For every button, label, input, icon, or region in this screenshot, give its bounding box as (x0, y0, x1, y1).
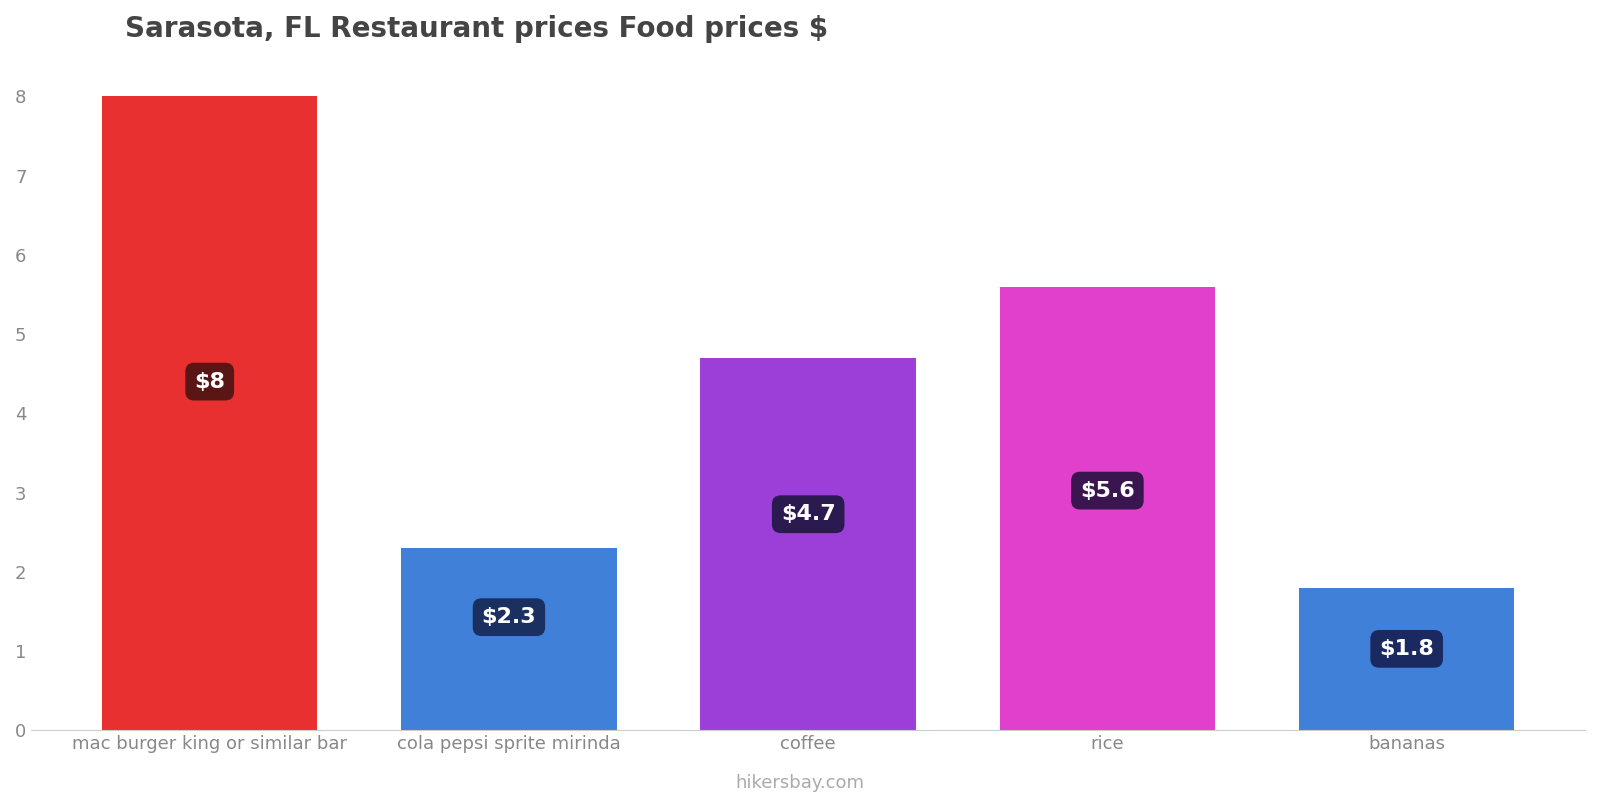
Text: $1.8: $1.8 (1379, 639, 1434, 659)
Text: $5.6: $5.6 (1080, 481, 1134, 501)
Bar (402, 548, 616, 730)
Text: $4.7: $4.7 (781, 504, 835, 524)
Text: Sarasota, FL Restaurant prices Food prices $: Sarasota, FL Restaurant prices Food pric… (125, 15, 827, 43)
Bar (701, 358, 915, 730)
Bar (1000, 286, 1214, 730)
Text: $8: $8 (194, 372, 226, 392)
Bar (102, 97, 317, 730)
Text: hikersbay.com: hikersbay.com (736, 774, 864, 792)
Text: $2.3: $2.3 (482, 607, 536, 627)
Bar (1299, 587, 1514, 730)
